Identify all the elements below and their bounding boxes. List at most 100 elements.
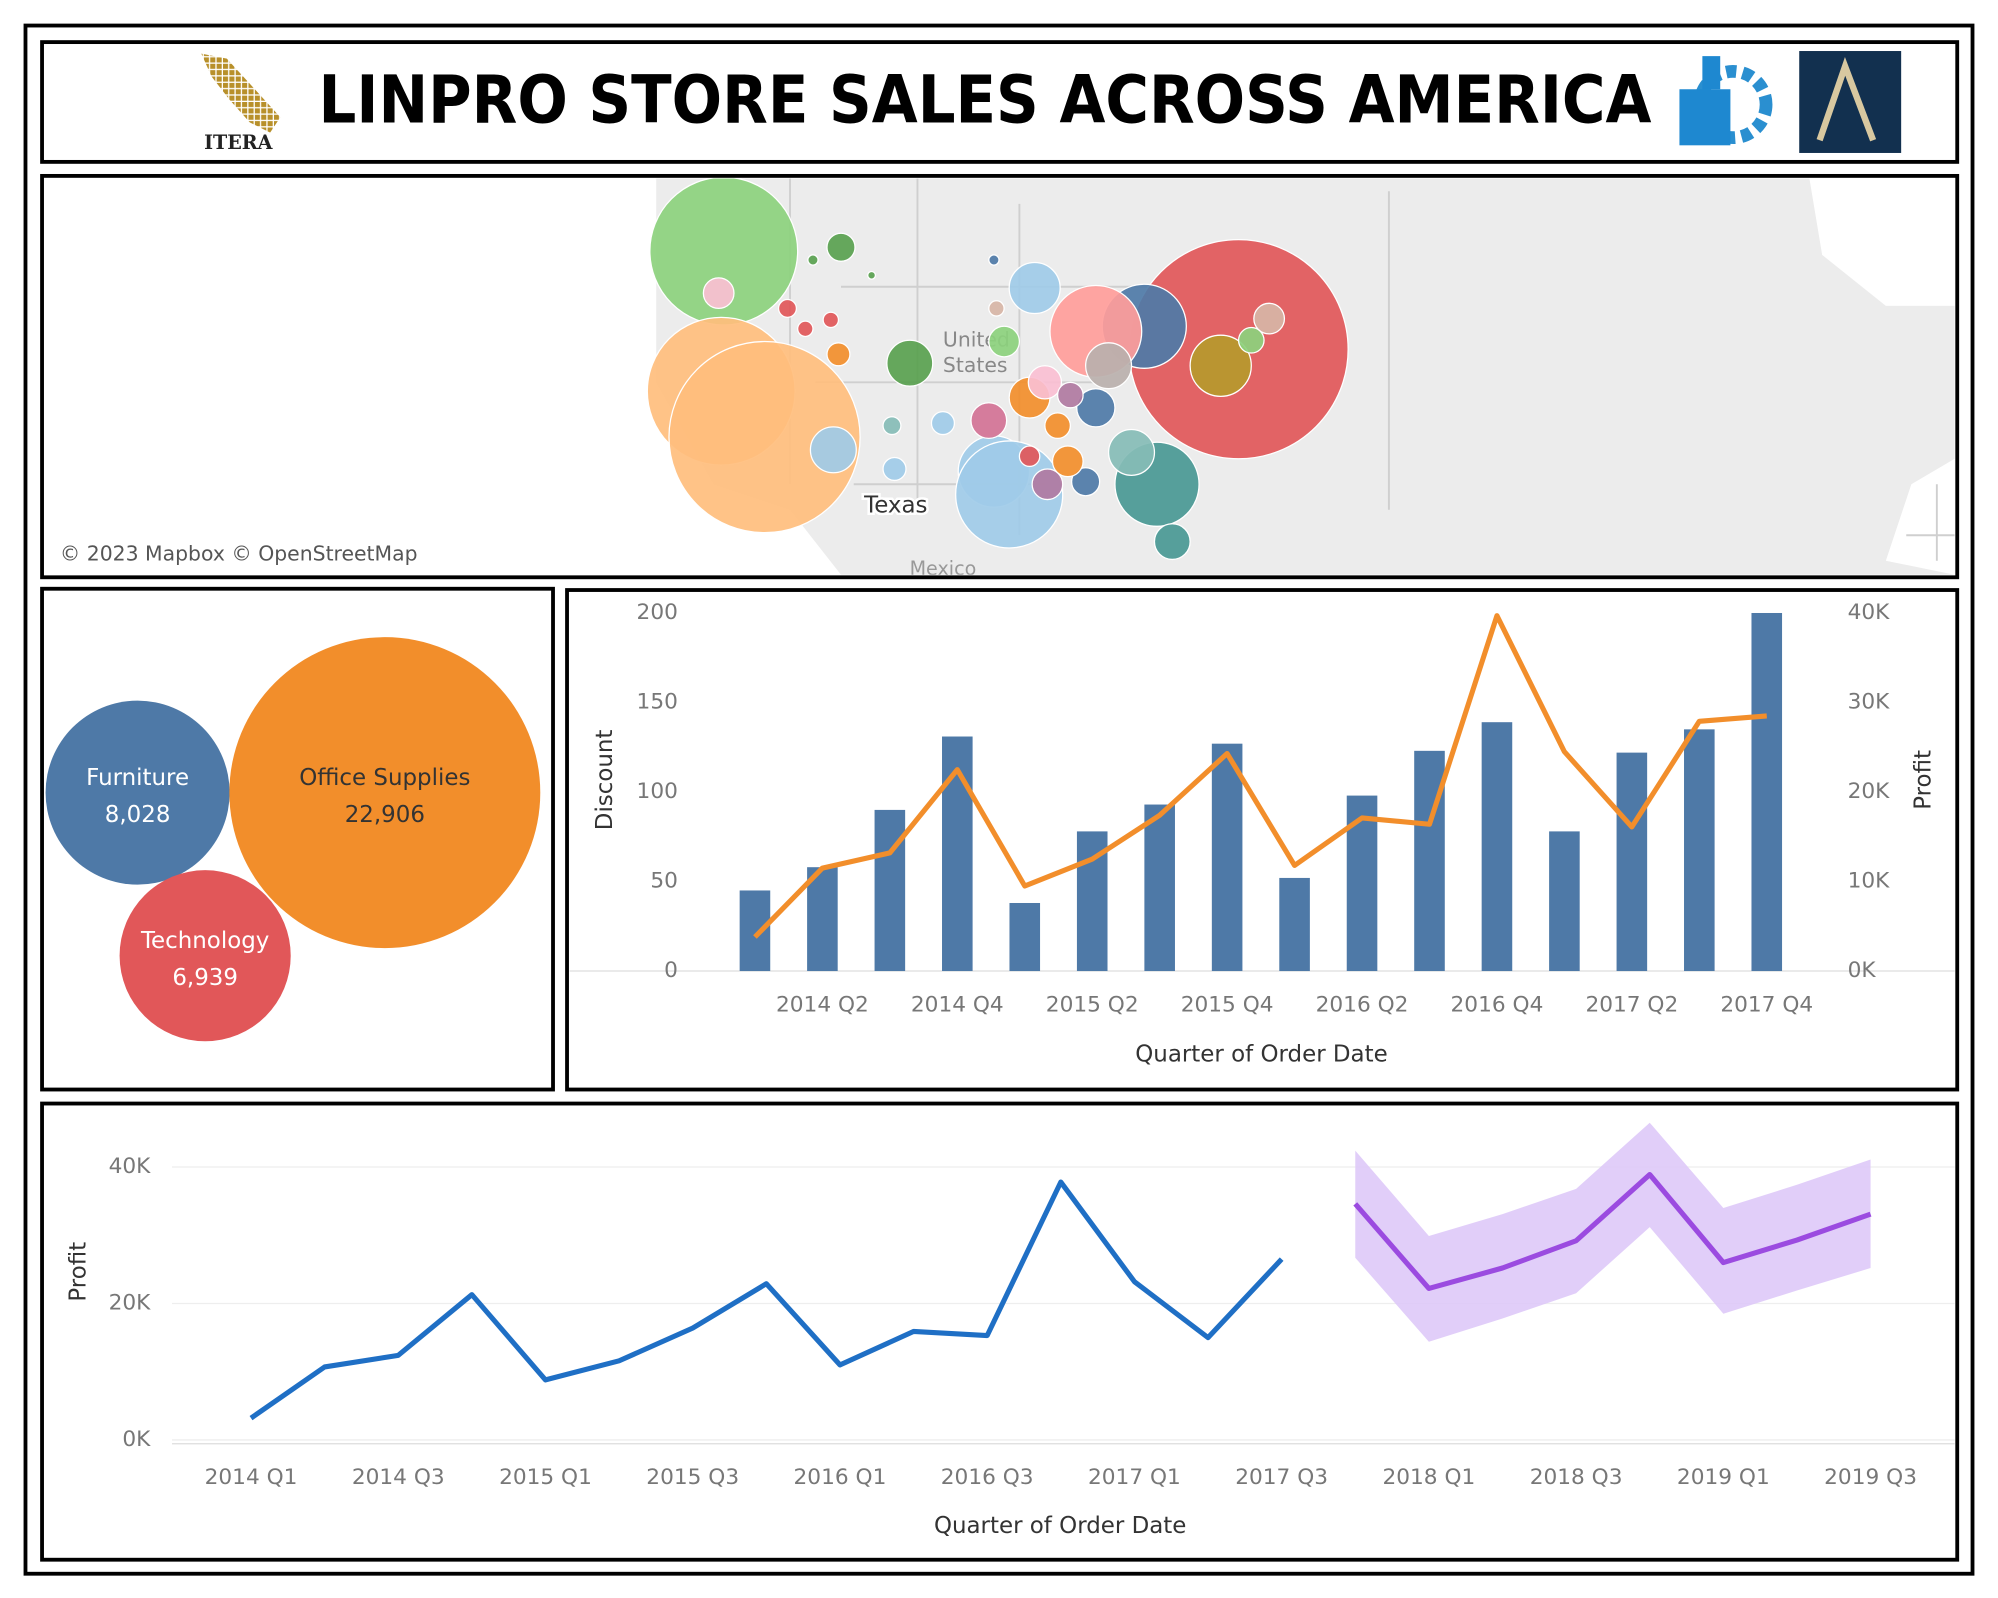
bar <box>1279 877 1310 972</box>
map-bubble <box>1008 261 1061 315</box>
category-bubble <box>45 700 230 885</box>
discount-profit-box <box>565 588 1960 1092</box>
category-box <box>40 586 555 1092</box>
x-tick-label: 2015 Q3 <box>646 1465 739 1490</box>
forecast-band <box>1355 1122 1871 1342</box>
bar <box>1751 612 1783 972</box>
map-bubble <box>970 402 1008 440</box>
y-tick-label: 0K <box>122 1427 151 1452</box>
x-tick-label: 2016 Q4 <box>1451 992 1544 1017</box>
logo-text: ITERA <box>204 131 274 154</box>
y-tick-label: 200 <box>637 600 678 625</box>
category-bubble <box>119 870 291 1042</box>
map-bubble <box>1018 445 1041 468</box>
x-tick-label: 2019 Q3 <box>1824 1465 1917 1490</box>
map-bubble <box>668 340 861 534</box>
x-tick-label: 2017 Q3 <box>1235 1465 1328 1490</box>
map-bubble <box>777 298 798 318</box>
bar <box>942 736 973 972</box>
y-axis-title: Discount <box>592 730 618 831</box>
map-bubble <box>702 277 735 310</box>
bubble-label: Furniture <box>86 765 189 791</box>
y-tick-label: 100 <box>637 779 678 804</box>
x-tick-label: 2016 Q2 <box>1316 992 1409 1017</box>
x-tick-label: 2015 Q1 <box>499 1465 592 1490</box>
outer-frame <box>23 23 1975 1576</box>
y-tick-label: 40K <box>109 1154 152 1179</box>
y2-axis-title: Profit <box>1911 750 1937 810</box>
bubble-value: 22,906 <box>345 802 425 828</box>
bar <box>1481 722 1513 972</box>
profit-line <box>249 1179 1284 1421</box>
sains-data-logo <box>1799 51 1902 153</box>
map-label: Mexico <box>910 557 977 580</box>
bar <box>1144 804 1175 972</box>
x-tick-label: 2016 Q1 <box>794 1465 887 1490</box>
map-attribution: © 2023 Mapbox © OpenStreetMap <box>60 541 418 565</box>
bar <box>874 809 906 972</box>
dashboard-title: LINPRO STORE SALES ACROSS AMERICA <box>319 61 1652 139</box>
bar <box>1211 743 1243 972</box>
bubble-label: Technology <box>140 928 269 954</box>
map-bubble <box>867 270 877 280</box>
map-bubble <box>1107 428 1156 476</box>
profit-line <box>753 613 1767 939</box>
x-axis-title: Quarter of Order Date <box>934 1513 1186 1539</box>
map-bubble <box>1076 388 1116 428</box>
map-bubble <box>809 426 857 474</box>
map-bubble <box>807 254 819 266</box>
map-bubble <box>1070 467 1101 497</box>
x-tick-label: 2017 Q1 <box>1088 1465 1181 1490</box>
x-tick-label: 2015 Q2 <box>1046 992 1139 1017</box>
y2-tick-label: 20K <box>1848 779 1891 804</box>
x-tick-label: 2017 Q4 <box>1720 992 1813 1017</box>
x-tick-label: 2019 Q1 <box>1677 1465 1770 1490</box>
map-bubble <box>1056 381 1084 409</box>
y2-tick-label: 0K <box>1848 958 1877 983</box>
map-bubble <box>886 339 934 387</box>
y-axis-title: Profit <box>66 1242 92 1302</box>
bar <box>1549 831 1580 972</box>
x-tick-label: 2018 Q1 <box>1382 1465 1475 1490</box>
map-bubble <box>882 456 907 482</box>
y2-tick-label: 40K <box>1848 600 1891 625</box>
map-bubble <box>1189 334 1252 397</box>
map-bubble <box>988 300 1005 317</box>
map-bubble <box>1085 342 1133 390</box>
x-axis-title: Quarter of Order Date <box>1135 1042 1387 1068</box>
category-bubble <box>229 637 541 949</box>
map-bubble <box>826 342 851 367</box>
bar <box>1684 729 1715 972</box>
y-tick-label: 0 <box>664 958 678 983</box>
map-box <box>40 173 1960 580</box>
itera-logo <box>201 53 281 133</box>
x-tick-label: 2014 Q4 <box>911 992 1004 1017</box>
map-bubble <box>955 440 1064 549</box>
forecast-line <box>1353 1171 1872 1292</box>
map-label: States <box>943 353 1008 377</box>
map-bubble <box>1031 468 1064 501</box>
y-tick-label: 50 <box>650 869 678 894</box>
x-tick-label: 2014 Q1 <box>205 1465 298 1490</box>
x-tick-label: 2014 Q3 <box>352 1465 445 1490</box>
x-tick-label: 2014 Q2 <box>776 992 869 1017</box>
y-tick-label: 20K <box>109 1290 152 1315</box>
bar <box>807 867 838 972</box>
x-tick-label: 2018 Q3 <box>1530 1465 1623 1490</box>
x-tick-label: 2015 Q4 <box>1181 992 1274 1017</box>
forecast-box <box>40 1101 1960 1562</box>
bubble-value: 8,028 <box>105 802 171 828</box>
bubble-label: Office Supplies <box>299 765 470 791</box>
bar <box>1616 752 1648 972</box>
faculty-logo <box>1679 56 1773 146</box>
map-bubble <box>882 416 902 436</box>
bar <box>739 890 771 972</box>
map-bubble <box>1253 302 1286 335</box>
map-bubble <box>1237 326 1265 354</box>
x-tick-label: 2016 Q3 <box>941 1465 1034 1490</box>
bar <box>1346 795 1378 972</box>
map-label: Texas <box>863 492 927 518</box>
map-bubble <box>930 410 956 436</box>
